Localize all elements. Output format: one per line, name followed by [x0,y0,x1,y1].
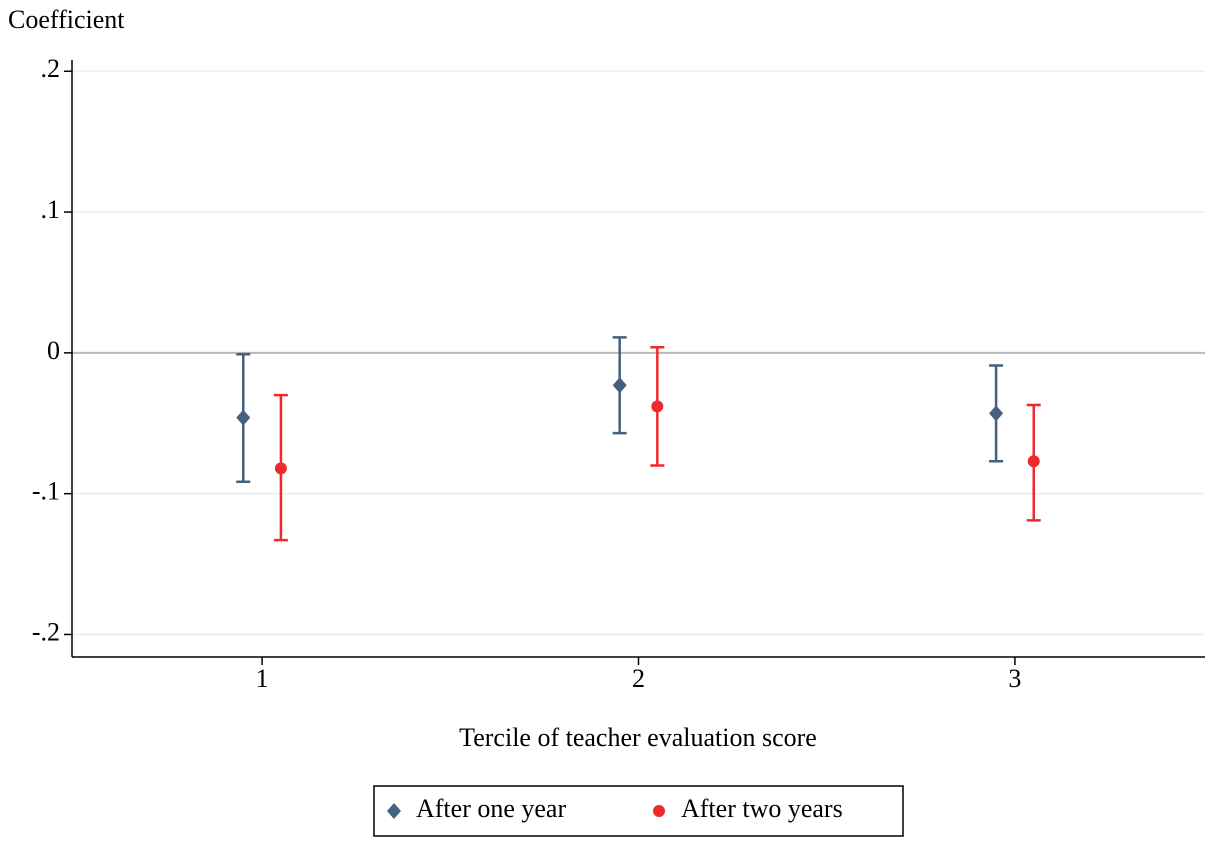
y-axis-title: Coefficient [8,5,125,34]
y-tick-label: -.1 [32,477,60,506]
legend-marker [387,803,401,819]
point [236,409,251,426]
x-tick-label: 3 [1008,664,1021,693]
x-tick-label: 1 [256,664,269,693]
y-tick-label: .2 [41,54,61,83]
point [1027,455,1040,468]
legend-label: After two years [681,794,843,823]
point [989,405,1004,422]
point [651,400,664,413]
x-tick-label: 2 [632,664,645,693]
point [274,462,287,475]
y-tick-label: 0 [47,336,60,365]
point [612,377,627,394]
legend-label: After one year [416,794,566,823]
x-axis-title: Tercile of teacher evaluation score [459,723,817,752]
y-tick-label: .1 [41,195,61,224]
y-tick-label: -.2 [32,617,60,646]
legend-box [373,785,904,837]
legend-marker [653,805,665,817]
